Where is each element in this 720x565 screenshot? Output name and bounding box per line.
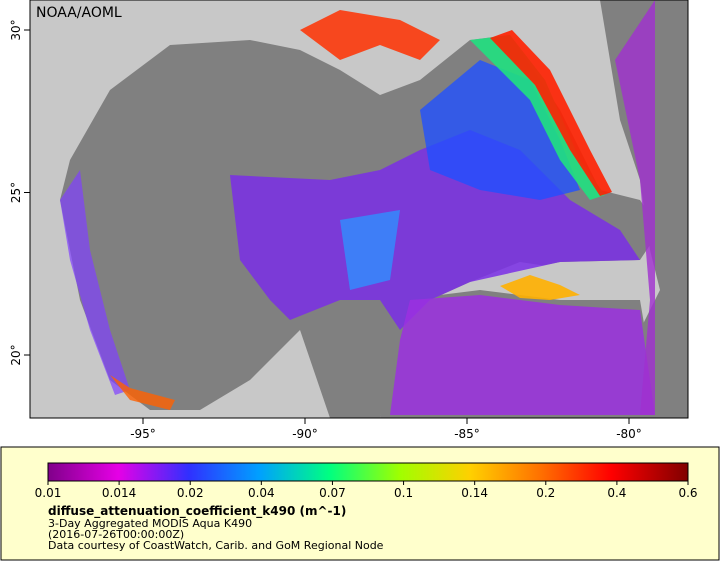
credit: NOAA/AOML (36, 5, 122, 21)
map-frame (29, 0, 689, 419)
data-blue (420, 60, 580, 200)
atlantic (600, 0, 688, 418)
data-coast-green (470, 35, 605, 200)
lon-tick-label: -80° (616, 427, 642, 441)
colorbar-tick-label: 0.07 (319, 486, 346, 500)
data-coast-red (490, 30, 612, 196)
lon-tick-label: -95° (130, 427, 156, 441)
data-yucatan (340, 210, 400, 290)
lat-tick-label: 25° (9, 182, 23, 203)
data-mexico (60, 170, 130, 395)
data-north-red (300, 10, 440, 60)
colorbar-tick-label: 0.14 (461, 486, 488, 500)
map-area (30, 0, 688, 418)
lat-tick-label: 20° (9, 344, 23, 365)
data-east (615, 0, 655, 415)
variable: diffuse_attenuation_coefficient_k490 (m^… (48, 504, 346, 519)
colorbar-tick-label: 0.01 (35, 486, 62, 500)
colorbar-tick-label: 0.1 (394, 486, 413, 500)
colorbar-tick-label: 0.014 (102, 486, 136, 500)
courtesy: Data courtesy of CoastWatch, Carib. and … (48, 539, 384, 552)
dataset: 3-Day Aggregated MODIS Aqua K490 (48, 517, 252, 530)
colorbar-tick-label: 0.4 (607, 486, 626, 500)
colorbar-tick-label: 0.6 (678, 486, 697, 500)
colorbar-tick-label: 0.02 (177, 486, 204, 500)
data-caribbean (390, 295, 655, 415)
lon-tick-label: -90° (292, 427, 318, 441)
colorbar (47, 462, 689, 482)
lon-tick-label: -85° (454, 427, 480, 441)
lat-tick-label: 30° (9, 19, 23, 40)
data-campeche (110, 375, 175, 410)
colorbar-tick-label: 0.04 (248, 486, 275, 500)
colorbar-tick-label: 0.2 (536, 486, 555, 500)
time: (2016-07-26T00:00:00Z) (48, 528, 184, 541)
data-cuba-yellow (500, 275, 580, 300)
